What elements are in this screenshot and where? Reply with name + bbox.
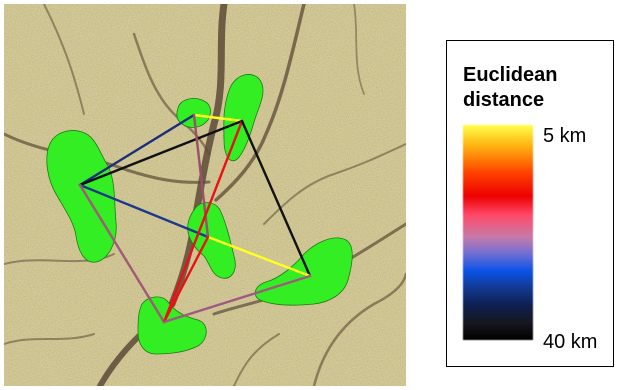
legend-max-label: 40 km <box>543 331 598 353</box>
link-north-east-south <box>162 119 244 324</box>
legend: Euclidean distance 5 km 40 km <box>446 40 614 367</box>
patch-west <box>46 130 117 263</box>
patch-east <box>254 237 353 306</box>
patch-center <box>187 202 236 279</box>
link-north-east-east <box>240 119 312 278</box>
distance-colorbar <box>463 125 533 340</box>
link-west-center <box>78 183 210 239</box>
connectivity-links <box>78 113 312 324</box>
link-center-south <box>162 235 210 324</box>
patch-south <box>137 296 207 355</box>
habitat-patches <box>46 74 353 355</box>
link-center-east <box>206 235 312 278</box>
legend-title: Euclidean distance <box>463 64 558 111</box>
link-west-south <box>78 183 166 324</box>
map <box>4 4 406 386</box>
patch-north-east <box>223 74 264 162</box>
legend-min-label: 5 km <box>543 125 587 147</box>
link-west-north-east <box>78 119 244 187</box>
link-south-east <box>162 274 312 324</box>
link-north-small-north-east <box>192 113 244 123</box>
link-west-north-small <box>78 113 196 187</box>
